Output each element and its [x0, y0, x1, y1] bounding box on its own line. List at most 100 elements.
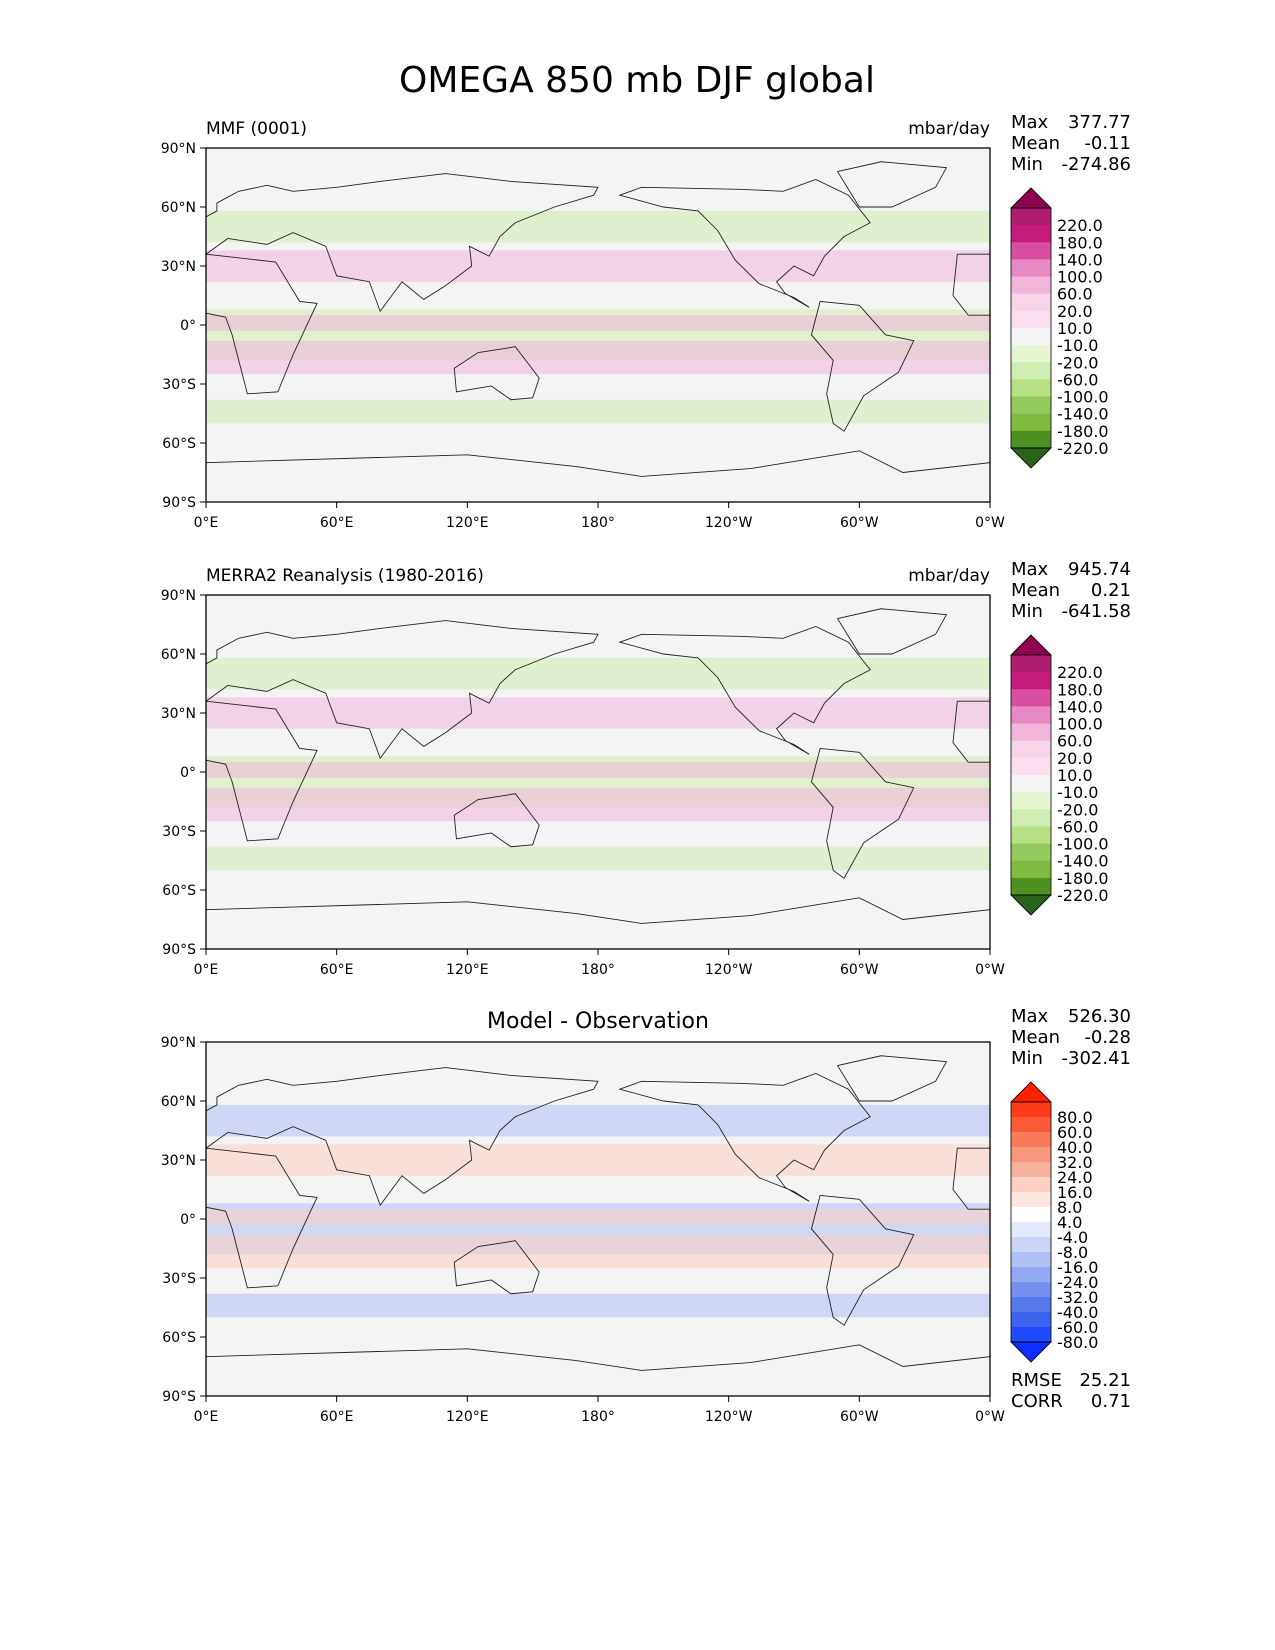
coastline: [618, 1072, 871, 1202]
x-tick-label: 180°: [581, 962, 615, 978]
y-tick-label: 0°: [180, 765, 196, 781]
coastline: [205, 620, 599, 760]
colorbar-segment: [1011, 242, 1051, 260]
colorbar-label: -60.0: [1057, 370, 1098, 389]
colorbar-label: 20.0: [1057, 749, 1093, 768]
colorbar-label: -20.0: [1057, 353, 1098, 372]
colorbar-segment: [1011, 843, 1051, 862]
colorbar-extend-top: [1010, 634, 1052, 656]
y-tick-label: 60°S: [162, 1330, 196, 1346]
colorbar-label: -100.0: [1057, 388, 1109, 407]
stat-label: Mean: [1011, 1027, 1060, 1048]
coastline: [810, 300, 915, 432]
colorbar-label: -180.0: [1057, 422, 1109, 441]
colorbar-extend-top: [1010, 187, 1052, 209]
colorbar-segment: [1011, 208, 1051, 226]
x-tick-label: 120°W: [705, 515, 753, 531]
colorbar-frame: [1010, 207, 1052, 449]
colorbar-segment: [1011, 723, 1051, 742]
colorbar-segment: [1011, 293, 1051, 312]
colorbar-segment: [1011, 1237, 1051, 1253]
x-tick-label: 60°E: [320, 962, 354, 978]
colorbar-segment: [1011, 396, 1051, 415]
colorbar-label: 10.0: [1057, 319, 1093, 338]
coastline: [810, 747, 915, 879]
stat-value: 25.21: [1079, 1370, 1131, 1391]
y-tick-label: 30°S: [162, 824, 196, 840]
coastline: [618, 625, 871, 755]
colorbar-segment: [1011, 809, 1051, 827]
field-band: [206, 210, 990, 243]
colorbar-label: 10.0: [1057, 766, 1093, 785]
stat-label: Max: [1011, 112, 1049, 133]
colorbar-label: 4.0: [1057, 1213, 1082, 1232]
colorbar-label: -220.0: [1057, 439, 1109, 458]
stat-value: -0.28: [1084, 1027, 1131, 1048]
colorbar-label: 180.0: [1057, 680, 1103, 699]
colorbar-label: 60.0: [1057, 1123, 1093, 1142]
coastline: [952, 253, 991, 316]
coastline: [952, 1147, 991, 1210]
coastline: [618, 178, 871, 308]
stat-label: Mean: [1011, 133, 1060, 154]
colorbar-segment: [1011, 345, 1051, 363]
colorbar-segment: [1011, 276, 1051, 295]
x-tick-label: 180°: [581, 1409, 615, 1425]
x-tick-label: 60°W: [840, 515, 879, 531]
stat-value: 526.30: [1068, 1006, 1131, 1027]
coastline: [453, 1240, 540, 1295]
x-tick-label: 180°: [581, 515, 615, 531]
x-tick-label: 60°E: [320, 515, 354, 531]
colorbar-extend-bottom: [1010, 894, 1052, 916]
coastline: [836, 1055, 948, 1102]
coastline: [205, 253, 318, 395]
colorbar-segment: [1011, 1207, 1051, 1223]
stat-value: -641.58: [1062, 601, 1131, 622]
coastline: [810, 1194, 915, 1326]
colorbar-segment: [1011, 362, 1051, 380]
stat-value: 0.21: [1091, 580, 1131, 601]
colorbar-segment: [1011, 757, 1051, 776]
y-tick-label: 30°N: [161, 706, 196, 722]
stat-label: RMSE: [1011, 1370, 1062, 1391]
colorbar-extend-top: [1010, 1081, 1052, 1103]
colorbar-segment: [1011, 740, 1051, 759]
y-tick-label: 90°S: [162, 495, 196, 511]
colorbar-segment: [1011, 1267, 1051, 1283]
colorbar-segment: [1011, 655, 1051, 673]
colorbar-label: -220.0: [1057, 886, 1109, 905]
stat-label: Mean: [1011, 580, 1060, 601]
colorbar-segment: [1011, 1177, 1051, 1193]
y-tick-label: 90°S: [162, 1389, 196, 1405]
colorbar-frame: [1010, 1101, 1052, 1343]
y-tick-label: 90°N: [161, 141, 196, 157]
colorbar-label: 20.0: [1057, 302, 1093, 321]
y-tick-label: 30°N: [161, 1153, 196, 1169]
colorbar-label: 220.0: [1057, 216, 1103, 235]
colorbar-segment: [1011, 877, 1051, 896]
colorbar-segment: [1011, 672, 1051, 690]
stat-value: -0.11: [1084, 133, 1131, 154]
x-tick-label: 120°E: [446, 962, 489, 978]
panels: 0°E 60°E 120°E 180° 120°W 60°W 0°W 90°N 60°N 30°N…: [161, 112, 1131, 1425]
colorbar-label: -10.0: [1057, 336, 1098, 355]
colorbar-label: 8.0: [1057, 1198, 1082, 1217]
colorbar-label: 140.0: [1057, 250, 1103, 269]
stat-value: 0.71: [1091, 1391, 1131, 1412]
map-panel-1: 0°E 60°E 120°E 180° 120°W 60°W 0°W 90°N 60°N 30°N…: [161, 112, 1131, 531]
colorbar-segment: [1011, 792, 1051, 810]
x-tick-label: 0°W: [975, 1409, 1005, 1425]
figure-title: OMEGA 850 mb DJF global: [399, 60, 875, 101]
colorbar-segment: [1011, 1252, 1051, 1268]
field-band: [206, 697, 990, 729]
colorbar-label: 100.0: [1057, 715, 1103, 734]
colorbar-segment: [1011, 1312, 1051, 1328]
colorbar-segment: [1011, 706, 1051, 725]
colorbar-label: -4.0: [1057, 1228, 1088, 1247]
field-band: [206, 1104, 990, 1137]
colorbar-segment: [1011, 1297, 1051, 1313]
colorbar-label: 140.0: [1057, 697, 1103, 716]
y-tick-label: 60°N: [161, 647, 196, 663]
stat-value: -302.41: [1062, 1048, 1131, 1069]
